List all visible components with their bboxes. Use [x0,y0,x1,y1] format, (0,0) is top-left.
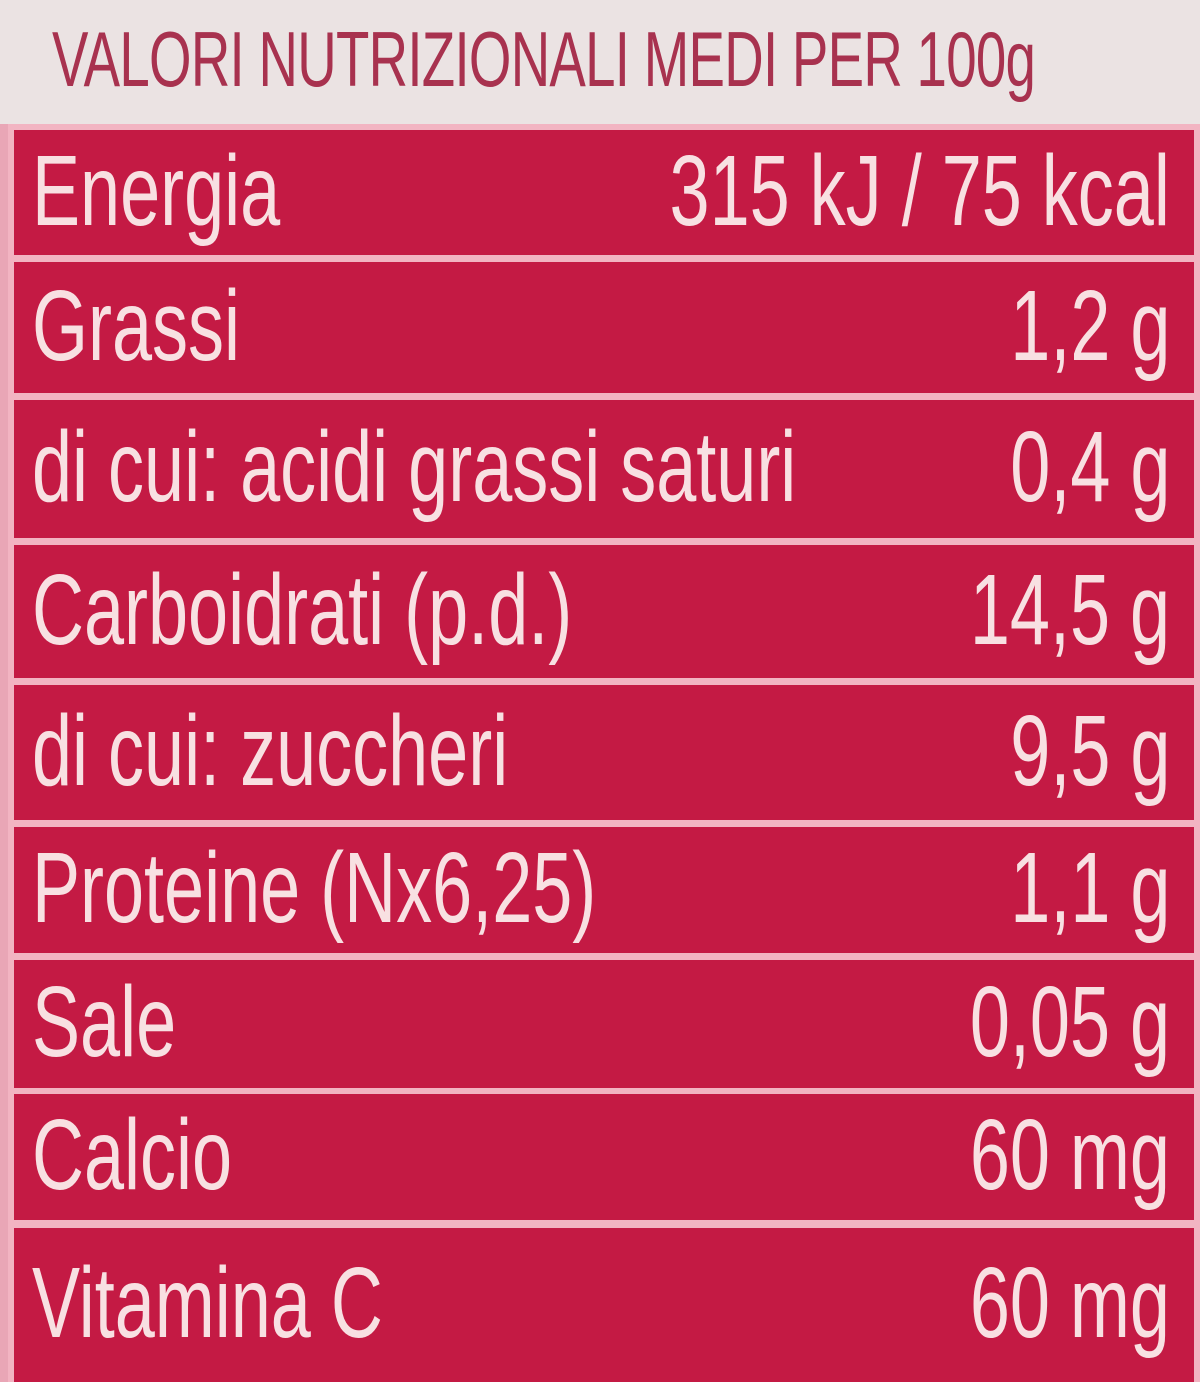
nutrient-value: 0,4 g [1009,411,1170,523]
nutrient-label: Vitamina C [32,1247,383,1359]
nutrient-value: 315 kJ / 75 kcal [669,134,1170,247]
nutrient-value: 60 mg [969,1247,1170,1359]
nutrient-value: 60 mg [969,1099,1170,1211]
nutrient-value: 1,2 g [1009,269,1170,382]
table-row: Grassi 1,2 g [14,262,1194,393]
nutrient-value: 0,05 g [969,966,1170,1078]
table-row: di cui: zuccheri 9,5 g [14,685,1194,820]
nutrient-label: di cui: acidi grassi saturi [32,411,797,523]
table-row: Carboidrati (p.d.) 14,5 g [14,545,1194,678]
table-row: Sale 0,05 g [14,960,1194,1088]
nutrient-value: 14,5 g [969,553,1170,666]
table-row: Calcio 60 mg [14,1094,1194,1220]
table-header: VALORI NUTRIZIONALI MEDI PER 100g [0,0,1200,124]
nutrient-label: Carboidrati (p.d.) [32,553,573,666]
nutrient-label: Proteine (Nx6,25) [32,832,597,944]
nutrient-label: di cui: zuccheri [32,694,509,807]
nutrient-label: Calcio [32,1099,233,1211]
table-row: Vitamina C 60 mg [14,1228,1194,1382]
table-row: Proteine (Nx6,25) 1,1 g [14,827,1194,953]
nutrition-table: Energia 315 kJ / 75 kcal Grassi 1,2 g di cui… [0,124,1200,1382]
table-row: Energia 315 kJ / 75 kcal [14,130,1194,255]
nutrient-label: Energia [32,134,281,247]
table-row: di cui: acidi grassi saturi 0,4 g [14,400,1194,538]
nutrient-value: 1,1 g [1009,832,1170,944]
nutrient-label: Grassi [32,269,241,382]
table-title: VALORI NUTRIZIONALI MEDI PER 100g [52,15,1036,103]
nutrient-value: 9,5 g [1009,694,1170,807]
nutrient-label: Sale [32,966,177,1078]
